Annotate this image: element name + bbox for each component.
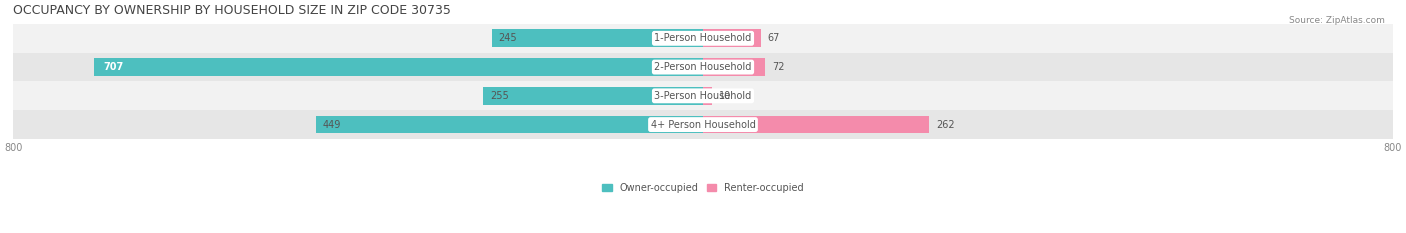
Bar: [13, 82, 1393, 110]
Text: Source: ZipAtlas.com: Source: ZipAtlas.com: [1289, 16, 1385, 25]
Bar: [316, 116, 703, 134]
Text: 245: 245: [499, 33, 517, 43]
Bar: [484, 87, 703, 105]
Bar: [703, 116, 929, 134]
Text: 67: 67: [768, 33, 780, 43]
Text: 1-Person Household: 1-Person Household: [654, 33, 752, 43]
Bar: [703, 87, 711, 105]
Text: 4+ Person Household: 4+ Person Household: [651, 120, 755, 130]
Text: 707: 707: [104, 62, 124, 72]
Bar: [492, 29, 703, 47]
Text: 2-Person Household: 2-Person Household: [654, 62, 752, 72]
Legend: Owner-occupied, Renter-occupied: Owner-occupied, Renter-occupied: [599, 179, 807, 197]
Bar: [13, 53, 1393, 82]
Text: 3-Person Household: 3-Person Household: [654, 91, 752, 101]
Bar: [703, 58, 765, 76]
Bar: [13, 24, 1393, 53]
Text: 72: 72: [772, 62, 785, 72]
Bar: [94, 58, 703, 76]
Bar: [13, 110, 1393, 139]
Text: 449: 449: [323, 120, 342, 130]
Text: 255: 255: [491, 91, 509, 101]
Text: 262: 262: [936, 120, 955, 130]
Text: OCCUPANCY BY OWNERSHIP BY HOUSEHOLD SIZE IN ZIP CODE 30735: OCCUPANCY BY OWNERSHIP BY HOUSEHOLD SIZE…: [13, 4, 451, 17]
Text: 10: 10: [718, 91, 731, 101]
Bar: [703, 29, 761, 47]
